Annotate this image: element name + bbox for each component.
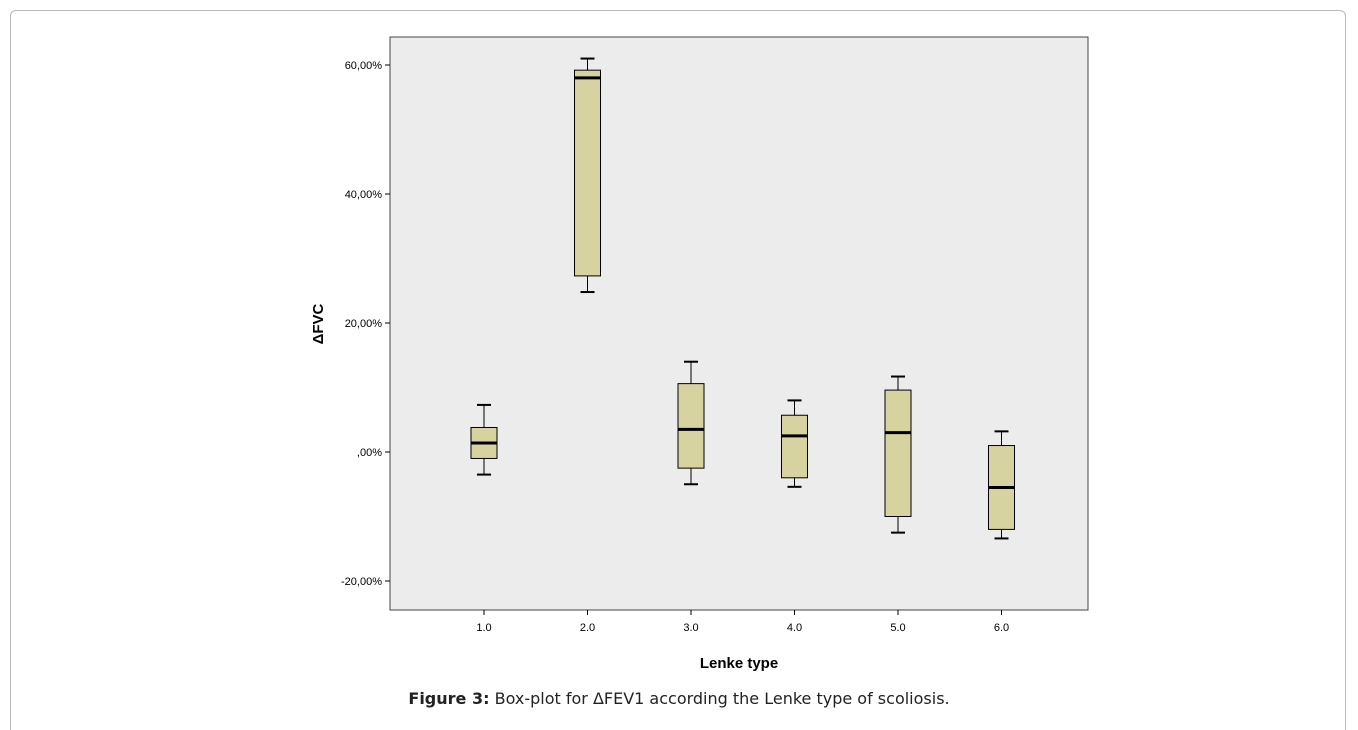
- boxplot-chart: -20,00% ,00% 20,00% 40,00% 60,00% 1.0 2.0 3.0 4.…: [310, 36, 1089, 672]
- figure-caption: Figure 3: Box-plot for ΔFEV1 according t…: [0, 689, 1358, 708]
- caption-label: Figure 3:: [408, 689, 490, 708]
- iqr-box: [574, 69, 601, 277]
- y-tick-label: 60,00%: [345, 60, 383, 72]
- x-axis-label: Lenke type: [700, 655, 778, 672]
- x-tick-label: 1.0: [476, 622, 491, 634]
- x-tick-label: 2.0: [580, 622, 595, 634]
- x-tick-label: 5.0: [890, 622, 905, 634]
- iqr-box: [884, 389, 912, 517]
- y-tick-label: ,00%: [357, 447, 382, 459]
- x-tick-label: 6.0: [994, 622, 1009, 634]
- y-tick-label: 20,00%: [345, 318, 383, 330]
- y-tick-label: -20,00%: [341, 576, 382, 588]
- plot-area: [389, 36, 1089, 611]
- x-tick-label: 3.0: [683, 622, 698, 634]
- y-axis-label: ΔFVC: [310, 303, 327, 344]
- caption-text: Box-plot for ΔFEV1 according the Lenke t…: [494, 689, 950, 708]
- x-tick-label: 4.0: [787, 622, 802, 634]
- iqr-box: [677, 383, 705, 469]
- y-tick-label: 40,00%: [345, 189, 383, 201]
- iqr-box: [781, 414, 808, 479]
